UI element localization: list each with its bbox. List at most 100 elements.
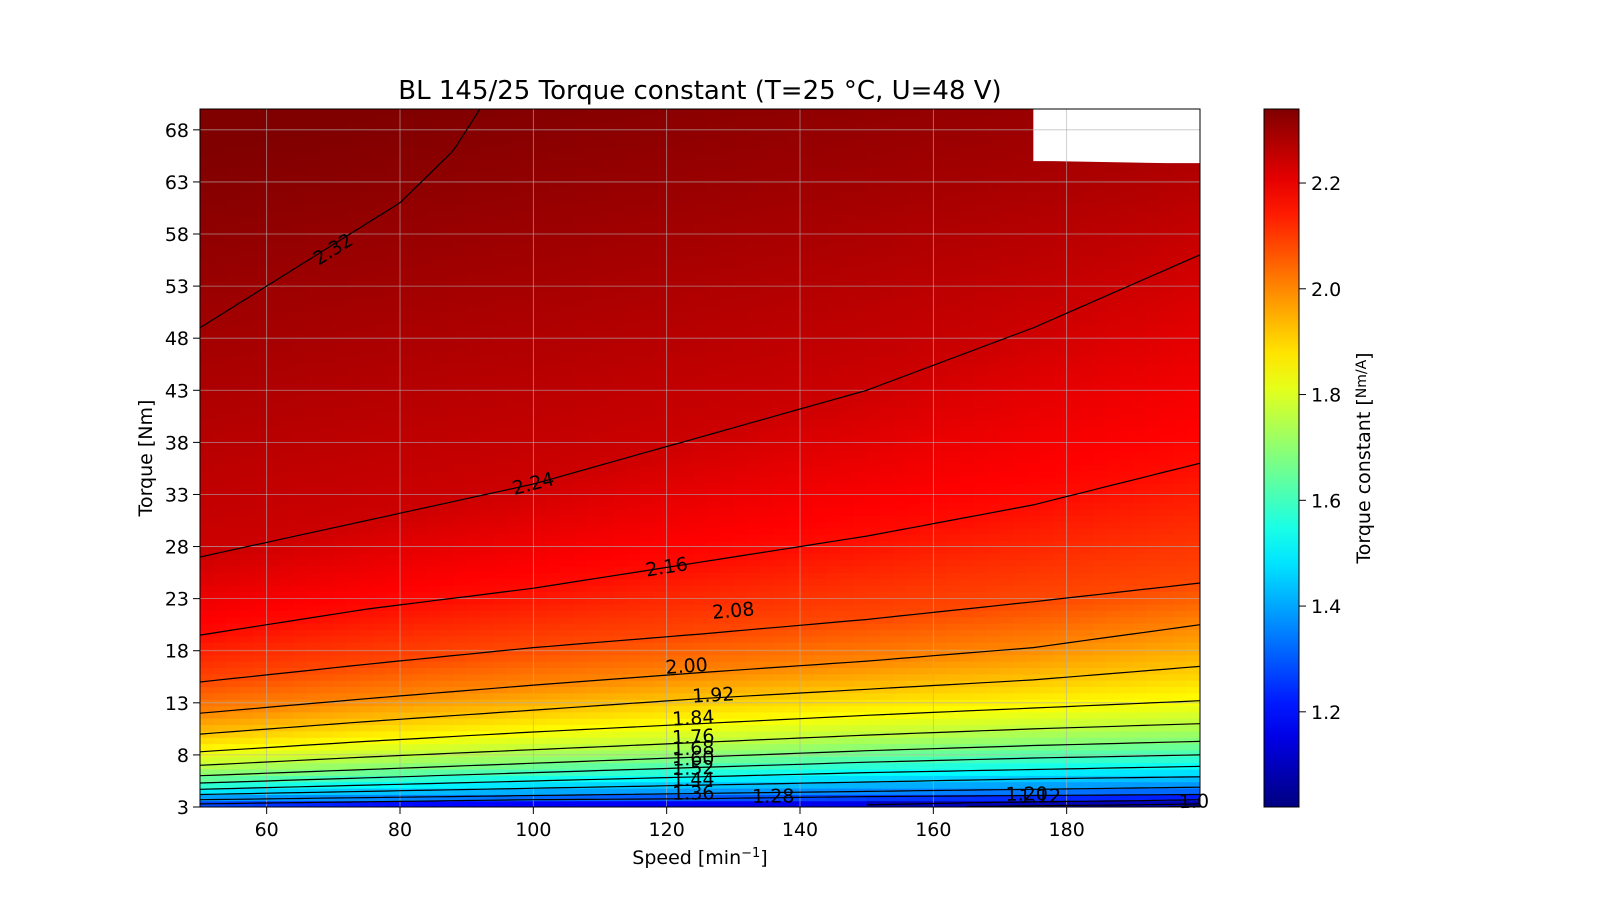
heatmap-cell (293, 661, 308, 668)
heatmap-cell (746, 724, 761, 732)
heatmap-cell (253, 381, 268, 389)
heatmap-cell (413, 730, 428, 738)
heatmap-cell (746, 572, 761, 580)
heatmap-cell (426, 121, 441, 129)
heatmap-cell (293, 337, 308, 345)
heatmap-cell (733, 610, 748, 618)
heatmap-cell (786, 280, 801, 288)
heatmap-cell (666, 654, 681, 662)
heatmap-cell (200, 362, 214, 370)
heatmap-cell (480, 445, 494, 453)
heatmap-cell (466, 756, 481, 764)
heatmap-cell (786, 432, 801, 440)
heatmap-cell (760, 109, 774, 116)
heatmap-cell (453, 299, 468, 307)
heatmap-cell (306, 331, 321, 339)
heatmap-cell (786, 464, 801, 472)
heatmap-cell (226, 680, 241, 688)
heatmap-cell (440, 254, 454, 262)
heatmap-cell (573, 286, 588, 294)
heatmap-cell (280, 197, 294, 205)
heatmap-cell (746, 229, 761, 237)
heatmap-cell (693, 680, 708, 688)
heatmap-cell (386, 496, 401, 504)
heatmap-cell (546, 781, 561, 789)
heatmap-cell (266, 388, 281, 396)
heatmap-cell (586, 534, 601, 542)
heatmap-cell (773, 400, 788, 408)
heatmap-cell (586, 394, 601, 402)
heatmap-cell (733, 591, 748, 599)
heatmap-cell (413, 534, 428, 542)
heatmap-cell (440, 642, 454, 649)
heatmap-cell (760, 331, 774, 339)
heatmap-cell (746, 153, 761, 161)
heatmap-cell (253, 254, 268, 262)
heatmap-cell (653, 261, 668, 269)
heatmap-cell (386, 426, 401, 434)
heatmap-cell (440, 350, 454, 358)
heatmap-cell (200, 458, 214, 465)
heatmap-cell (426, 584, 441, 592)
heatmap-cell (360, 305, 374, 313)
heatmap-cell (440, 413, 454, 421)
heatmap-cell (200, 515, 214, 523)
heatmap-cell (320, 559, 334, 567)
heatmap-cell (773, 572, 788, 580)
heatmap-cell (626, 166, 641, 174)
heatmap-cell (800, 743, 814, 751)
heatmap-cell (573, 597, 588, 605)
heatmap-cell (506, 648, 521, 656)
heatmap-cell (506, 273, 521, 281)
heatmap-cell (773, 559, 788, 567)
heatmap-cell (280, 318, 294, 326)
heatmap-cell (253, 432, 268, 440)
heatmap-cell (293, 591, 308, 599)
heatmap-cell (400, 794, 414, 802)
heatmap-cell (466, 216, 481, 224)
heatmap-cell (693, 635, 708, 643)
heatmap-cell (253, 673, 268, 681)
heatmap-cell (546, 477, 561, 484)
heatmap-cell (613, 502, 628, 510)
heatmap-cell (266, 730, 281, 738)
heatmap-cell (786, 787, 801, 795)
heatmap-cell (600, 559, 614, 567)
heatmap-cell (386, 350, 401, 358)
heatmap-cell (226, 591, 241, 599)
heatmap-cell (586, 610, 601, 618)
heatmap-cell (546, 413, 561, 421)
heatmap-cell (546, 254, 561, 262)
heatmap-cell (573, 515, 588, 523)
heatmap-cell (280, 496, 294, 504)
heatmap-cell (760, 318, 774, 326)
heatmap-cell (333, 629, 348, 637)
heatmap-cell (333, 673, 348, 681)
heatmap-cell (293, 140, 308, 148)
heatmap-cell (693, 318, 708, 326)
heatmap-cell (466, 248, 481, 256)
heatmap-cell (706, 775, 721, 783)
heatmap-cell (613, 527, 628, 535)
heatmap-cell (333, 286, 348, 294)
heatmap-cell (453, 204, 468, 212)
heatmap-cell (653, 622, 668, 630)
heatmap-cell (613, 185, 628, 193)
heatmap-cell (280, 584, 294, 592)
heatmap-cell (666, 362, 681, 370)
heatmap-cell (520, 242, 534, 250)
heatmap-cell (573, 787, 588, 795)
heatmap-cell (653, 711, 668, 719)
heatmap-cell (720, 527, 734, 535)
heatmap-cell (693, 394, 708, 402)
heatmap-cell (386, 515, 401, 523)
heatmap-cell (240, 711, 254, 719)
heatmap-cell (213, 654, 228, 662)
heatmap-cell (800, 648, 814, 656)
heatmap-cell (720, 572, 734, 580)
heatmap-cell (506, 464, 521, 472)
heatmap-cell (586, 242, 601, 250)
heatmap-cell (506, 419, 521, 427)
heatmap-cell (480, 787, 494, 795)
heatmap-cell (306, 267, 321, 275)
